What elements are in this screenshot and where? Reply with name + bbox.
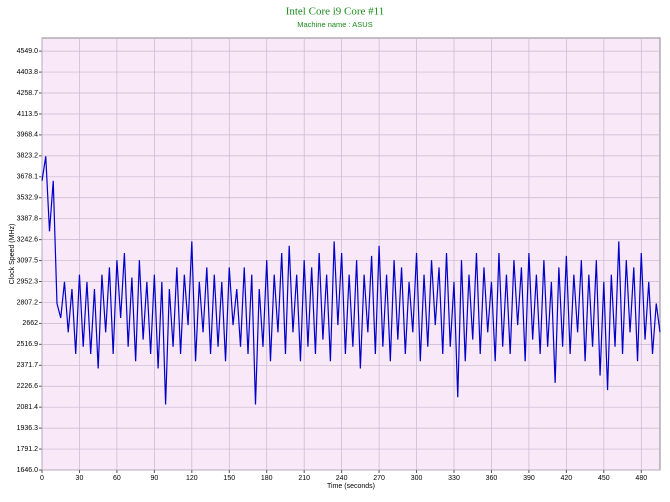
- chart-title: Intel Core i9 Core #11: [286, 6, 385, 18]
- y-tick-label: 4403.8: [17, 69, 39, 76]
- x-tick-label: 120: [186, 475, 198, 482]
- y-tick-label: 3823.2: [17, 153, 39, 160]
- x-tick-label: 330: [448, 475, 460, 482]
- x-tick-label: 30: [76, 475, 84, 482]
- y-tick-label: 2662: [22, 320, 38, 327]
- y-tick-label: 1936.3: [17, 425, 39, 432]
- x-tick-label: 420: [561, 475, 573, 482]
- y-tick-label: 3242.6: [17, 236, 39, 243]
- y-tick-label: 4258.7: [17, 90, 39, 97]
- y-axis-label: Clock Speed (MHz): [9, 224, 16, 285]
- y-tick-label: 3968.4: [17, 132, 39, 139]
- y-tick-label: 1791.2: [17, 446, 39, 453]
- x-tick-label: 240: [336, 475, 348, 482]
- y-tick-label: 4113.5: [17, 111, 38, 118]
- x-tick-label: 0: [40, 475, 44, 482]
- chart-subtitle: Machine name : ASUS: [297, 20, 372, 29]
- x-tick-label: 210: [298, 475, 310, 482]
- x-tick-label: 150: [223, 475, 235, 482]
- x-tick-label: 270: [373, 475, 385, 482]
- x-tick-label: 360: [486, 475, 498, 482]
- x-tick-label: 300: [411, 475, 423, 482]
- x-tick-label: 60: [113, 475, 121, 482]
- x-axis-label: Time (seconds): [327, 483, 375, 490]
- data-line: [41, 156, 661, 405]
- y-tick-label: 2226.6: [17, 383, 39, 390]
- x-tick-label: 480: [635, 475, 647, 482]
- x-tick-label: 450: [598, 475, 610, 482]
- y-tick-label: 3532.9: [17, 195, 39, 202]
- y-tick-label: 2952.3: [17, 278, 39, 285]
- x-tick-label: 180: [261, 475, 273, 482]
- y-tick-label: 1646.0: [17, 467, 39, 474]
- y-tick-label: 2807.2: [17, 299, 39, 306]
- y-tick-label: 2371.7: [17, 362, 39, 369]
- y-tick-label: 2516.9: [17, 341, 39, 348]
- y-tick-label: 3678.1: [17, 174, 39, 181]
- plot-area: [41, 37, 661, 471]
- x-tick-label: 90: [150, 475, 158, 482]
- y-tick-label: 2081.4: [17, 404, 39, 411]
- y-tick-label: 3387.8: [17, 216, 39, 223]
- y-tick-label: 3097.5: [17, 257, 39, 264]
- y-tick-label: 4549.0: [17, 48, 39, 55]
- x-tick-label: 390: [523, 475, 535, 482]
